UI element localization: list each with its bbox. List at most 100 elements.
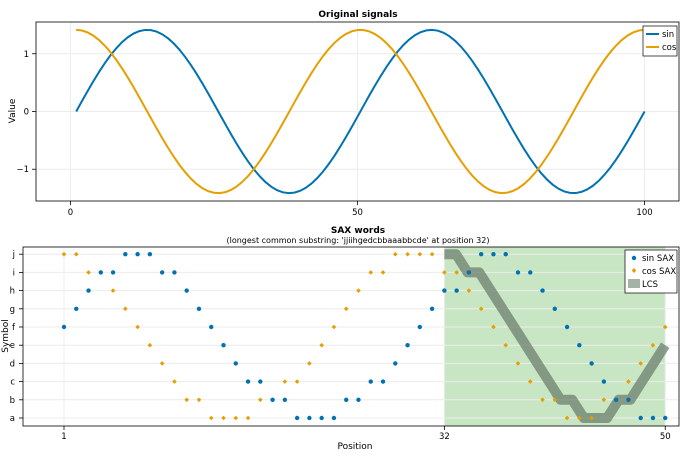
sin-sax-point: [74, 306, 79, 311]
sin-sax-point: [61, 324, 67, 330]
sin-sax-point: [478, 252, 484, 257]
series-line-cos: [76, 28, 645, 195]
legend-lcs-swatch: [628, 279, 640, 288]
sin-sax-point: [552, 306, 557, 311]
sax-ytick-label: b: [10, 396, 15, 406]
cos-sax-point: [331, 324, 337, 330]
sax-panel: SAX words (longest common substring: 'jj…: [1, 226, 680, 452]
cos-sax-point: [650, 342, 656, 348]
sax-ytick-label: j: [12, 250, 15, 260]
sin-sax-point: [258, 379, 263, 384]
sin-sax-point: [356, 397, 361, 402]
cos-sax-point: [527, 379, 533, 384]
sin-sax-point: [233, 361, 238, 366]
series-line-sin: [75, 28, 646, 195]
cos-sax-point: [429, 251, 435, 257]
cos-sax-point: [442, 270, 447, 275]
sax-ylabel: Symbol: [1, 319, 11, 353]
sin-sax-point: [123, 252, 128, 257]
sin-sax-point: [638, 415, 643, 421]
sax-series: [61, 249, 670, 423]
signals-ytick-label: 1: [24, 50, 29, 60]
sin-sax-point: [540, 288, 545, 293]
sin-sax-point: [442, 288, 447, 293]
sin-sax-point: [405, 343, 410, 348]
legend-sin-sax-swatch: [631, 255, 637, 261]
cos-sax-point: [540, 397, 545, 403]
cos-sax-point: [577, 415, 582, 421]
cos-sax-point: [319, 342, 324, 348]
cos-sax-point: [392, 251, 398, 257]
sax-ytick-label: a: [10, 414, 15, 424]
sin-sax-point: [417, 324, 423, 330]
sin-sax-point: [454, 288, 459, 293]
sin-sax-point: [184, 288, 189, 293]
signals-legend-box: [642, 25, 678, 57]
cos-sax-point: [172, 379, 177, 384]
signals-ylabel: Value: [8, 98, 18, 123]
sin-sax-point: [368, 379, 373, 384]
sin-sax-point: [270, 397, 275, 402]
sin-sax-point: [564, 324, 570, 330]
sax-ytick-label: c: [10, 378, 15, 388]
cos-sax-point: [638, 361, 643, 366]
cos-sax-point: [258, 397, 263, 403]
sin-sax-point: [221, 343, 226, 348]
signals-title: Original signals: [318, 10, 397, 20]
sin-sax-point: [110, 270, 116, 275]
cos-sax-point: [564, 415, 570, 421]
cos-sax-point: [307, 361, 312, 366]
sax-ytick-label: i: [13, 268, 15, 278]
sin-sax-point: [245, 379, 251, 384]
sax-axes-frame: [22, 246, 680, 427]
sin-sax-point: [380, 379, 386, 384]
sin-sax-point: [577, 343, 582, 348]
cos-sax-point: [123, 306, 128, 312]
signals-grid: [36, 22, 679, 201]
cos-sax-point: [356, 288, 361, 293]
sin-sax-point: [491, 252, 496, 257]
cos-sax-point: [147, 342, 153, 348]
cos-sax-point: [208, 415, 214, 421]
cos-sax-point: [196, 397, 202, 403]
cos-sax-point: [515, 361, 521, 366]
sin-sax-point: [515, 270, 521, 275]
sax-ytick-label: f: [12, 323, 16, 333]
sax-xtick-label: 50: [660, 432, 671, 442]
signals-legend: sin cos: [642, 25, 678, 57]
signals-xtick-label: 100: [636, 208, 652, 218]
sin-sax-point: [294, 415, 300, 421]
cos-sax-point: [417, 251, 423, 257]
sin-sax-point: [429, 306, 435, 311]
sin-sax-point: [86, 288, 91, 293]
cos-sax-point: [405, 251, 410, 257]
sin-sax-point: [147, 252, 153, 257]
cos-sax-point: [135, 324, 140, 330]
sin-sax-point: [466, 270, 472, 275]
sax-ytick-label: e: [10, 341, 15, 351]
sin-sax-point: [135, 252, 140, 257]
sax-subtitle: (longest common substring: 'jjiihgedcbba…: [227, 236, 490, 245]
cos-sax-point: [601, 397, 607, 403]
sax-ytick-label: h: [10, 287, 15, 297]
signals-panel: Original signals 0 50 100 −1 0 1 Value sin co…: [8, 10, 680, 218]
sin-sax-point: [159, 270, 165, 275]
cos-sax-point: [380, 270, 386, 275]
sin-sax-point: [196, 306, 202, 311]
cos-sax-point: [233, 415, 239, 421]
cos-sax-point: [110, 288, 116, 293]
cos-sax-point: [478, 306, 484, 312]
sin-sax-point: [650, 415, 656, 421]
sin-sax-point: [663, 415, 668, 421]
cos-sax-point: [73, 251, 79, 257]
sin-sax-point: [172, 270, 177, 275]
sin-sax-point: [307, 415, 312, 421]
signals-ytick-label: 0: [24, 108, 29, 118]
cos-sax-point: [662, 324, 668, 330]
sax-xtick-label: 32: [439, 432, 450, 442]
legend-sin-label: sin: [662, 30, 674, 40]
cos-sax-point: [491, 324, 496, 330]
sin-sax-point: [589, 361, 594, 366]
